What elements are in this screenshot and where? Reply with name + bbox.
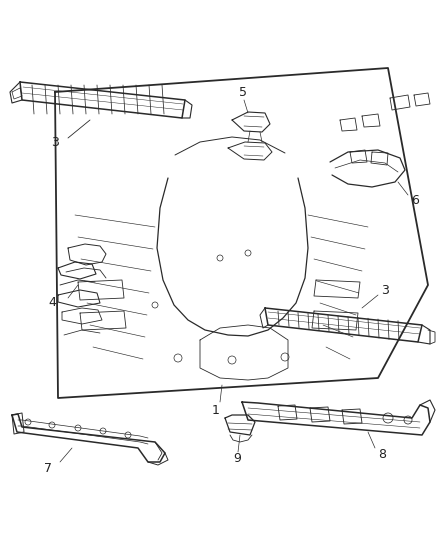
Text: 3: 3 — [51, 136, 59, 149]
Text: 3: 3 — [381, 284, 389, 296]
Text: 8: 8 — [378, 448, 386, 461]
Text: 5: 5 — [239, 86, 247, 100]
Text: 6: 6 — [411, 193, 419, 206]
Text: 7: 7 — [44, 462, 52, 474]
Text: 1: 1 — [212, 403, 220, 416]
Text: 4: 4 — [48, 295, 56, 309]
Text: 9: 9 — [233, 453, 241, 465]
